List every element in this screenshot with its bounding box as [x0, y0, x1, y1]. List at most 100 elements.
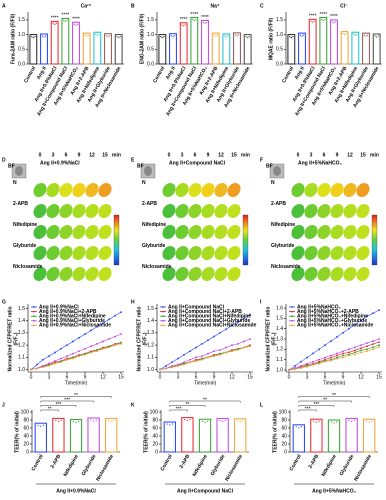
- point: [60, 361, 62, 364]
- data-dot: [224, 35, 226, 37]
- significance-bracket: [40, 400, 94, 403]
- legend-marker: [162, 315, 164, 318]
- cell-image: [33, 245, 47, 261]
- bar: [233, 32, 241, 65]
- point: [366, 348, 368, 351]
- point: [66, 358, 68, 361]
- x-tick-label: 0: [288, 374, 291, 380]
- y-tick-label: 1.1: [18, 355, 25, 361]
- y-tick-label: 80: [23, 417, 29, 423]
- x-tick-label: 0: [159, 374, 162, 380]
- bf-cell: [15, 166, 23, 176]
- legend-marker: [291, 319, 293, 322]
- cell-image: [214, 266, 228, 282]
- cell-image: [330, 266, 344, 282]
- data-dot: [119, 35, 121, 38]
- y-axis-label: (F/F₀): [142, 332, 148, 345]
- time-label: 0: [168, 152, 171, 158]
- row-label: Glyburide: [142, 243, 166, 249]
- point: [336, 352, 338, 355]
- cell-image: [175, 245, 189, 261]
- significance-bracket: [298, 396, 370, 398]
- series-line: [288, 346, 380, 371]
- significance-label: ****: [201, 15, 209, 21]
- significance-label: ****: [330, 14, 338, 20]
- data-dot: [336, 421, 338, 423]
- point: [201, 342, 203, 345]
- point: [366, 350, 368, 353]
- legend-marker: [33, 315, 35, 318]
- data-dot: [376, 36, 378, 38]
- point: [201, 355, 203, 358]
- data-dot: [98, 33, 100, 35]
- point: [324, 356, 326, 359]
- panel-letter: A: [2, 3, 6, 9]
- data-dot: [236, 35, 238, 37]
- panel-letter: L: [260, 402, 263, 408]
- data-dot: [93, 420, 95, 422]
- legend-marker: [162, 310, 164, 313]
- x-tick-label: 2-APB: [308, 453, 321, 469]
- series-line: [30, 343, 122, 370]
- point: [207, 339, 209, 342]
- data-dot: [365, 420, 368, 422]
- point: [48, 355, 50, 358]
- point: [120, 311, 122, 314]
- significance-bracket: [40, 396, 112, 398]
- cell-image: [201, 266, 215, 282]
- point: [366, 342, 368, 345]
- cell-image: [356, 266, 370, 282]
- point: [354, 353, 356, 356]
- time-unit: min: [241, 152, 250, 158]
- cell-image: [59, 245, 73, 261]
- data-dot: [363, 34, 365, 36]
- point: [60, 357, 62, 360]
- x-tick-label: Niclosamide: [224, 453, 244, 482]
- panel-title: Ang II+5%NaHCO₃: [298, 160, 343, 166]
- cell-image: [330, 203, 344, 219]
- data-dot: [222, 420, 224, 422]
- bar: [82, 32, 91, 65]
- x-tick-label: 6: [66, 374, 69, 380]
- bar: [243, 34, 252, 65]
- row-label: N: [13, 180, 17, 186]
- bar: [72, 21, 80, 65]
- point: [36, 367, 38, 370]
- bar: [363, 418, 376, 453]
- data-dot: [75, 422, 77, 424]
- cell-image: [214, 203, 228, 219]
- y-tick-label: 40: [152, 433, 158, 439]
- cell-image: [304, 224, 318, 240]
- y-tick-label: 0: [284, 449, 287, 455]
- time-label: 6: [323, 152, 326, 158]
- data-dot: [207, 420, 209, 422]
- point: [354, 323, 356, 326]
- data-dot: [45, 35, 47, 37]
- legend-marker: [291, 315, 293, 318]
- point: [372, 340, 374, 342]
- legend-label: Ang II+0.9%NaCl+Glyburide: [39, 318, 105, 324]
- cell-image: [214, 245, 228, 261]
- x-tick-label: 2-APB: [50, 453, 63, 469]
- cell-image: [201, 224, 215, 240]
- y-tick-label: 40: [23, 433, 29, 439]
- color-scale: [113, 214, 120, 266]
- point: [165, 367, 167, 370]
- cell-image: [304, 245, 318, 261]
- data-dot: [345, 33, 347, 35]
- data-dot: [236, 420, 239, 422]
- data-dot: [54, 23, 56, 25]
- legend-marker: [162, 306, 164, 308]
- legend-label: Ang II+Compound NaCl+Glyburide: [168, 318, 250, 324]
- point: [183, 361, 185, 364]
- series-line: [159, 346, 251, 370]
- cell-image: [175, 266, 189, 282]
- point: [90, 351, 92, 354]
- data-dot: [354, 34, 356, 36]
- cell-image: [98, 182, 112, 198]
- legend-label: Ang II+5%NaHCO₃+Nifedipine: [297, 314, 368, 320]
- point: [30, 368, 32, 371]
- time-label: 9: [336, 152, 339, 158]
- data-dot: [193, 19, 195, 22]
- point: [372, 348, 374, 351]
